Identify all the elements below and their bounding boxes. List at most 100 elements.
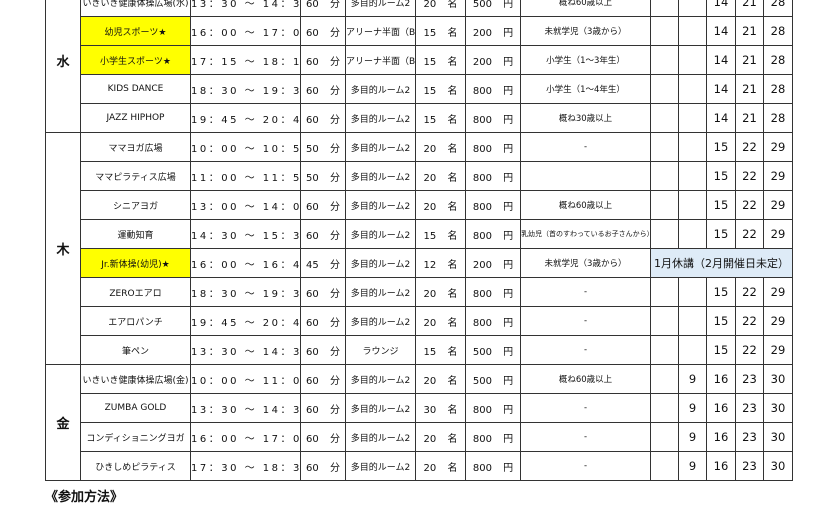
- price: 800 円: [465, 161, 521, 191]
- capacity: 20 名: [415, 277, 466, 307]
- date: 29: [763, 132, 793, 162]
- date: [650, 74, 679, 104]
- date: 30: [763, 422, 793, 452]
- date: 29: [763, 161, 793, 191]
- target: -: [520, 393, 651, 423]
- date: 21: [735, 45, 764, 75]
- date: 15: [706, 277, 736, 307]
- date: [678, 190, 707, 220]
- date: 29: [763, 219, 793, 249]
- date: 15: [706, 219, 736, 249]
- date: [678, 219, 707, 249]
- target: 未就学児（3歳から）: [520, 16, 651, 46]
- target: -: [520, 451, 651, 481]
- date: 16: [706, 364, 736, 394]
- target: 概ね60歳以上: [520, 190, 651, 220]
- price: 800 円: [465, 103, 521, 133]
- target: 小学生（1～3年生）: [520, 45, 651, 75]
- date: 15: [706, 132, 736, 162]
- date: [678, 16, 707, 46]
- schedule-row: ママピラティス広場 11：00 ～ 11：50 50 分多目的ルーム2 20 名 800…: [46, 161, 793, 191]
- schedule-row: 運動知育 14：30 ～ 15：30 60 分多目的ルーム2 15 名 800 円乳幼児…: [46, 219, 793, 249]
- section-heading: 《参加方法》: [45, 490, 124, 505]
- date: 14: [706, 16, 736, 46]
- day-label: 水: [45, 0, 81, 133]
- schedule-row: エアロパンチ 19：45 ～ 20：45 60 分多目的ルーム2 20 名 800 円-…: [46, 306, 793, 336]
- program-name: ママピラティス広場: [80, 161, 191, 191]
- date: 21: [735, 103, 764, 133]
- date: [650, 103, 679, 133]
- time: 16：00 ～ 17：00: [190, 16, 301, 46]
- capacity: 15 名: [415, 335, 466, 365]
- date: 22: [735, 335, 764, 365]
- price: 800 円: [465, 277, 521, 307]
- date: 9: [678, 393, 707, 423]
- place: 多目的ルーム2: [345, 422, 416, 452]
- program-name: シニアヨガ: [80, 190, 191, 220]
- place: 多目的ルーム2: [345, 74, 416, 104]
- target: 概ね60歳以上: [520, 0, 651, 17]
- price: 800 円: [465, 306, 521, 336]
- target: 概ね60歳以上: [520, 364, 651, 394]
- duration: 60 分: [300, 0, 346, 17]
- date: 29: [763, 277, 793, 307]
- price: 500 円: [465, 0, 521, 17]
- date: 9: [678, 422, 707, 452]
- program-name: KIDS DANCE: [80, 74, 191, 104]
- place: 多目的ルーム2: [345, 0, 416, 17]
- schedule-row: 木ママヨガ広場 10：00 ～ 10：50 50 分多目的ルーム2 20 名 800 円…: [45, 132, 793, 365]
- time: 19：45 ～ 20：45: [190, 306, 301, 336]
- price: 800 円: [465, 451, 521, 481]
- date: 14: [706, 103, 736, 133]
- program-name: 筆ペン: [80, 335, 191, 365]
- date: 29: [763, 190, 793, 220]
- price: 800 円: [465, 393, 521, 423]
- date: 21: [735, 74, 764, 104]
- date: 9: [678, 451, 707, 481]
- capacity: 20 名: [415, 422, 466, 452]
- price: 500 円: [465, 335, 521, 365]
- place: 多目的ルーム2: [345, 451, 416, 481]
- capacity: 20 名: [415, 306, 466, 336]
- date: 29: [763, 306, 793, 336]
- date: 22: [735, 277, 764, 307]
- capacity: 15 名: [415, 16, 466, 46]
- capacity: 15 名: [415, 45, 466, 75]
- date: 14: [706, 0, 736, 17]
- time: 10：00 ～ 10：50: [190, 132, 301, 162]
- capacity: 15 名: [415, 74, 466, 104]
- time: 10：00 ～ 11：00: [190, 364, 301, 394]
- date: 14: [706, 74, 736, 104]
- date: [650, 277, 679, 307]
- price: 200 円: [465, 248, 521, 278]
- place: 多目的ルーム2: [345, 306, 416, 336]
- program-name: コンディショニングヨガ: [80, 422, 191, 452]
- price: 800 円: [465, 190, 521, 220]
- date: 21: [735, 16, 764, 46]
- place: アリーナ半面（B面）: [345, 16, 416, 46]
- program-name: ひきしめピラティス: [80, 451, 191, 481]
- date: 28: [763, 74, 793, 104]
- duration: 60 分: [300, 74, 346, 104]
- program-name: 小学生スポーツ★: [80, 45, 191, 75]
- date: 16: [706, 422, 736, 452]
- schedule-row: 水いきいき健康体操広場(水) 13：30 ～ 14：30 60 分多目的ルーム2 20…: [45, 0, 793, 133]
- program-name: 幼児スポーツ★: [80, 16, 191, 46]
- program-name: ママヨガ広場: [80, 132, 191, 162]
- time: 17：30 ～ 18：30: [190, 451, 301, 481]
- date: [678, 0, 707, 17]
- date: 28: [763, 0, 793, 17]
- price: 500 円: [465, 364, 521, 394]
- capacity: 15 名: [415, 219, 466, 249]
- date: 30: [763, 393, 793, 423]
- date: 30: [763, 451, 793, 481]
- place: 多目的ルーム2: [345, 393, 416, 423]
- schedule-row: シニアヨガ 13：00 ～ 14：00 60 分多目的ルーム2 20 名 800 円概ね…: [46, 190, 793, 220]
- date: [650, 132, 679, 162]
- date: 9: [678, 364, 707, 394]
- date: [650, 422, 679, 452]
